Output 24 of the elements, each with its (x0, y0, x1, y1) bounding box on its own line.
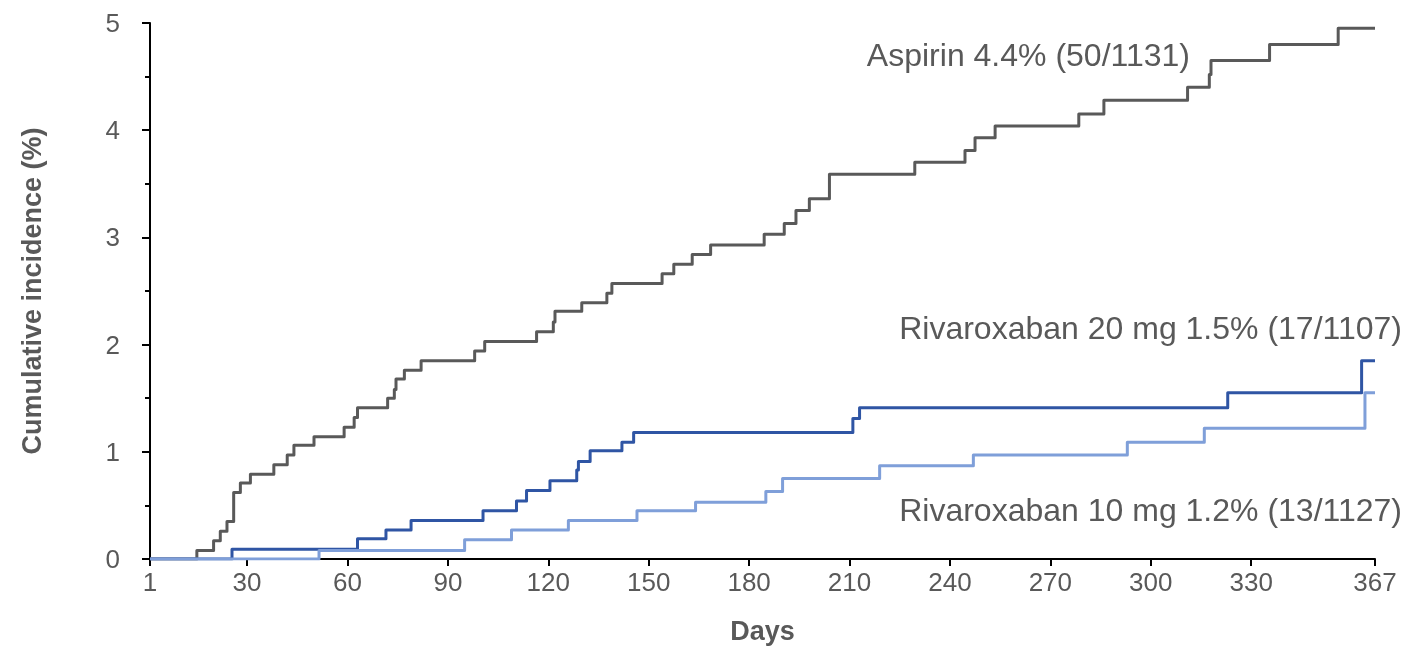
x-tick-label: 60 (333, 567, 362, 597)
y-tick-label: 1 (105, 436, 120, 467)
y-axis-title: Cumulative incidence (%) (16, 127, 47, 455)
series-label: Aspirin 4.4% (50/1131) (866, 37, 1190, 73)
x-tick-label: 240 (928, 567, 972, 597)
y-tick-label: 3 (105, 222, 120, 253)
y-tick-label: 0 (105, 544, 120, 574)
x-tick-label: 120 (526, 567, 570, 597)
y-tick-label: 2 (105, 329, 120, 360)
series-label: Rivaroxaban 20 mg 1.5% (17/1107) (899, 310, 1402, 346)
series-label: Rivaroxaban 10 mg 1.2% (13/1127) (899, 492, 1402, 528)
x-axis-title: Days (730, 615, 795, 646)
x-tick-label: 1 (142, 567, 158, 597)
x-tick-label: 210 (827, 567, 872, 597)
y-tick-label: 4 (105, 115, 120, 146)
x-tick-label: 330 (1229, 567, 1273, 597)
x-tick-label: 300 (1129, 567, 1173, 597)
y-tick-label: 5 (105, 8, 120, 38)
x-tick-label: 150 (627, 567, 671, 597)
x-tick-label: 180 (727, 567, 771, 597)
x-tick-label: 90 (433, 567, 463, 597)
x-tick-label: 367 (1353, 567, 1397, 597)
x-tick-label: 270 (1028, 567, 1073, 597)
x-tick-label: 30 (232, 567, 262, 597)
